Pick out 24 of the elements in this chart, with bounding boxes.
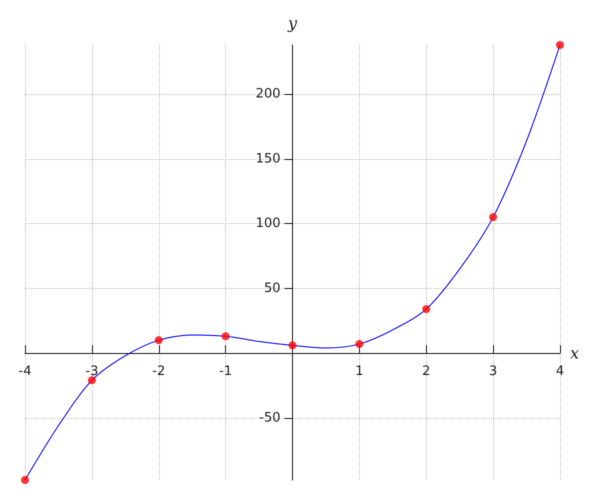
point (154, 336, 163, 344)
point (288, 341, 296, 350)
y-tick-label: -50 (259, 410, 280, 426)
x-tick-label: -1 (219, 364, 232, 380)
point (88, 376, 96, 384)
y-axis-title: y (286, 14, 298, 32)
point (556, 41, 564, 49)
x-tick-label: 4 (556, 364, 564, 380)
x-tick-label: 1 (355, 364, 364, 380)
x-tick-label: -2 (152, 364, 166, 380)
point (21, 476, 29, 484)
x-tick-label: -4 (18, 364, 32, 380)
y-tick-label: 100 (256, 216, 280, 232)
x-tick-label: -3 (85, 364, 98, 380)
y-tick-label: 50 (264, 280, 280, 296)
point (355, 340, 364, 348)
y-tick-label: 200 (256, 86, 280, 102)
y-tick-label: 150 (256, 151, 280, 166)
point (222, 332, 230, 340)
x-axis-title: x (570, 344, 580, 363)
x-tick-label: 2 (422, 364, 430, 380)
x-tick-label: 3 (488, 364, 498, 380)
point (489, 213, 498, 222)
point (422, 305, 430, 314)
